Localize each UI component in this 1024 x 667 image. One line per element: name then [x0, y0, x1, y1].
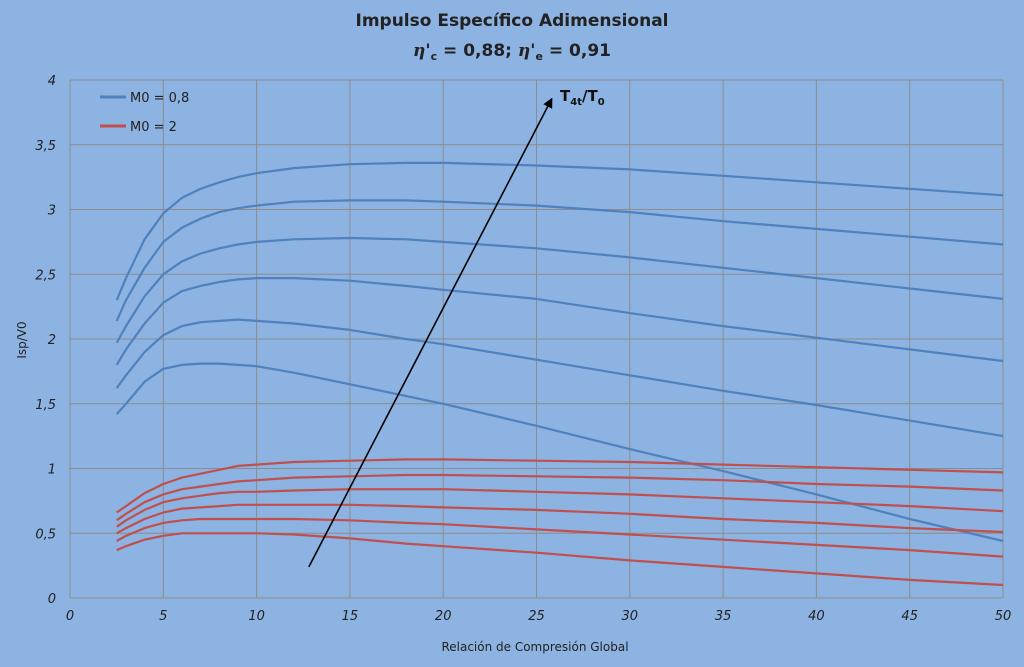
x-tick-label: 50 — [995, 609, 1012, 624]
y-tick-label: 3,5 — [35, 139, 56, 154]
x-tick-label: 25 — [528, 609, 545, 624]
x-tick-label: 10 — [248, 609, 265, 624]
x-tick-label: 35 — [715, 609, 732, 624]
x-tick-label: 30 — [622, 609, 639, 624]
legend-label-m0-08: M0 = 0,8 — [130, 91, 189, 106]
y-tick-label: 1 — [48, 463, 56, 478]
t4t-arrow-annotation: T4t/T0 — [308, 87, 605, 568]
series-line-10 — [116, 488, 1004, 528]
y-tick-label: 2 — [48, 333, 56, 348]
arrow-label-base: T — [560, 87, 571, 105]
eta-symbol-c: η — [413, 41, 425, 61]
series-line-12 — [116, 458, 1004, 514]
x-axis-label: Relación de Compresión Global — [441, 640, 628, 654]
series-line-6 — [115, 161, 1004, 301]
x-tick-label: 40 — [808, 609, 825, 624]
x-tick-label: 20 — [435, 609, 452, 624]
arrow-label-sub2: 0 — [598, 97, 605, 108]
y-tick-label: 2,5 — [35, 268, 56, 283]
arrow-line — [308, 97, 553, 568]
x-tick-label: 15 — [342, 609, 359, 624]
eta-symbol-e: η — [518, 41, 530, 61]
arrow-label-slash: /T — [582, 87, 598, 105]
prime-e: ' — [530, 41, 535, 61]
grid — [69, 79, 1004, 599]
y-tick-label: 1,5 — [35, 398, 56, 413]
series-line-1 — [115, 362, 1004, 543]
eq-c: = 0,88; — [437, 41, 518, 61]
eq-e: = 0,91 — [543, 41, 611, 61]
y-tick-label: 4 — [48, 74, 56, 89]
legend: M0 = 0,8 M0 = 2 — [100, 91, 189, 135]
y-tick-label: 3 — [48, 204, 56, 219]
y-tick-label: 0,5 — [35, 527, 56, 542]
series-line-9 — [116, 503, 1004, 535]
legend-label-m0-2: M0 = 2 — [130, 120, 177, 135]
series-lines — [115, 161, 1004, 587]
x-tick-label: 5 — [159, 609, 167, 624]
series-line-5 — [115, 199, 1004, 322]
chart-title: Impulso Específico Adimensional — [356, 11, 669, 31]
x-tick-label: 45 — [901, 609, 918, 624]
series-line-3 — [115, 277, 1004, 366]
x-tick-label: 0 — [66, 609, 74, 624]
series-line-4 — [115, 236, 1004, 344]
series-line-7 — [116, 532, 1004, 587]
series-line-8 — [116, 517, 1004, 558]
y-axis-label: Isp/V0 — [15, 321, 29, 358]
chart-subtitle: η'c = 0,88; η'e = 0,91 — [413, 41, 611, 63]
arrow-label: T4t/T0 — [560, 87, 605, 108]
y-tick-label: 0 — [48, 592, 56, 607]
arrow-label-sub: 4t — [570, 97, 582, 108]
subscript-e: e — [535, 50, 542, 63]
series-line-2 — [115, 318, 1004, 438]
subscript-c: c — [431, 50, 438, 63]
series-line-11 — [116, 473, 1004, 522]
tick-labels: 0 5 10 15 20 25 30 35 40 45 50 0 0,5 1 1,5 2 2,5 3 3,5 4 — [35, 74, 1011, 624]
prime-c: ' — [425, 41, 430, 61]
